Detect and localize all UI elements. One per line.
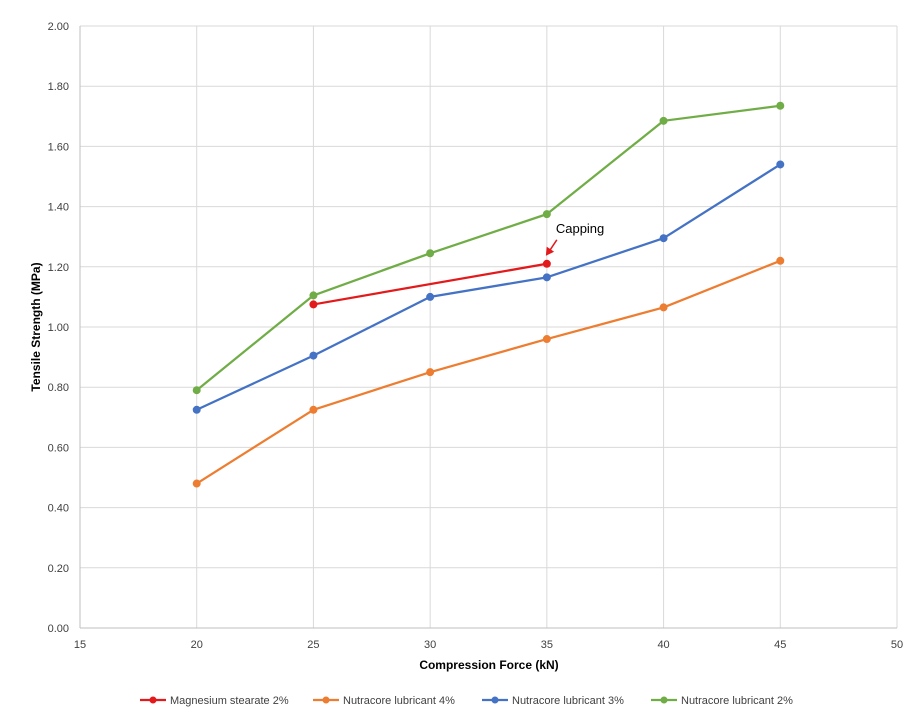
- data-point: [426, 368, 435, 377]
- data-point: [309, 351, 318, 360]
- legend-swatch-marker: [322, 696, 330, 704]
- y-tick-label: 1.60: [48, 141, 69, 153]
- data-point: [192, 405, 201, 414]
- capping-annotation-label: Capping: [556, 221, 604, 236]
- data-point: [542, 210, 551, 219]
- series-nutracore-lubricant-3: [192, 160, 785, 414]
- x-tick-label: 30: [424, 639, 436, 651]
- legend-label: Nutracore lubricant 3%: [512, 695, 624, 707]
- data-point: [426, 292, 435, 301]
- annotation: Capping: [545, 221, 604, 256]
- data-point: [542, 259, 551, 268]
- series-line: [195, 259, 782, 485]
- series-lines: [192, 101, 785, 488]
- data-point: [542, 273, 551, 282]
- legend-swatch-marker: [149, 696, 157, 704]
- axes: [79, 26, 897, 629]
- data-point: [192, 479, 201, 488]
- y-tick-label: 0.60: [48, 442, 69, 454]
- series-magnesium-stearate-2: [309, 259, 551, 309]
- data-point: [659, 234, 668, 243]
- x-axis-title: Compression Force (kN): [419, 658, 558, 672]
- data-point: [659, 116, 668, 125]
- legend-item: Magnesium stearate 2%: [140, 695, 289, 707]
- data-point: [192, 386, 201, 395]
- y-tick-label: 0.00: [48, 623, 69, 635]
- y-axis-title: Tensile Strength (MPa): [29, 262, 43, 391]
- legend-label: Nutracore lubricant 4%: [343, 695, 455, 707]
- x-tick-label: 25: [307, 639, 319, 651]
- legend-swatch-marker: [491, 696, 499, 704]
- arrow-head: [545, 246, 555, 256]
- gridlines: [80, 25, 898, 628]
- x-tick-label: 40: [657, 639, 669, 651]
- tick-labels: 0.00 0.20 0.40 0.60 0.80 1.00 1.20 1.40 1.60 1.80…: [48, 21, 904, 651]
- data-point: [309, 405, 318, 414]
- legend-item: Nutracore lubricant 3%: [482, 695, 624, 707]
- data-point: [776, 256, 785, 265]
- x-tick-label: 15: [74, 639, 86, 651]
- x-tick-label: 45: [774, 639, 786, 651]
- y-tick-label: 1.00: [48, 322, 69, 334]
- legend-item: Nutracore lubricant 4%: [313, 695, 455, 707]
- x-tick-label: 20: [191, 639, 203, 651]
- series-line: [195, 104, 782, 392]
- data-point: [309, 291, 318, 300]
- data-point: [659, 303, 668, 312]
- y-tick-label: 0.20: [48, 563, 69, 575]
- legend: Magnesium stearate 2% Nutracore lubricant…: [140, 695, 793, 707]
- series-nutracore-lubricant-2: [192, 101, 785, 395]
- legend-label: Nutracore lubricant 2%: [681, 695, 793, 707]
- data-point: [776, 101, 785, 110]
- data-point: [426, 249, 435, 258]
- y-tick-label: 0.40: [48, 503, 69, 515]
- legend-swatch-marker: [660, 696, 668, 704]
- data-point: [542, 335, 551, 344]
- series-line: [312, 262, 548, 306]
- legend-label: Magnesium stearate 2%: [170, 695, 289, 707]
- x-tick-label: 35: [541, 639, 553, 651]
- capping-arrow-icon: [545, 239, 558, 256]
- y-tick-label: 1.80: [48, 81, 69, 93]
- legend-item: Nutracore lubricant 2%: [651, 695, 793, 707]
- y-tick-label: 2.00: [48, 21, 69, 33]
- x-tick-label: 50: [891, 639, 903, 651]
- y-tick-label: 1.40: [48, 202, 69, 214]
- series-nutracore-lubricant-4: [192, 256, 785, 488]
- series-line: [195, 163, 782, 411]
- y-tick-label: 0.80: [48, 382, 69, 394]
- data-point: [776, 160, 785, 169]
- data-point: [309, 300, 318, 309]
- y-tick-label: 1.20: [48, 262, 69, 274]
